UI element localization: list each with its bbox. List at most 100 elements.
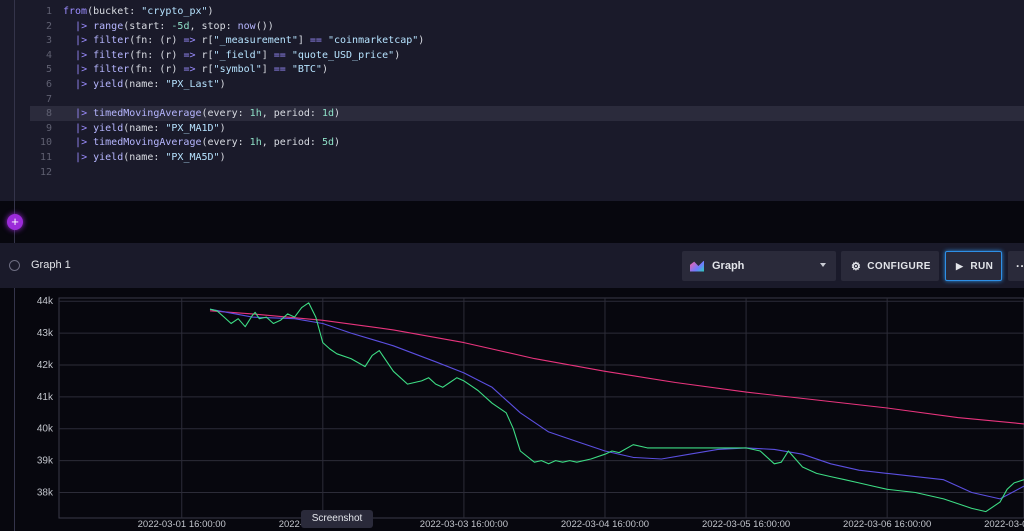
code-token: "_measurement": [213, 35, 298, 47]
code-line-3[interactable]: 3 |> filter(fn: (r) => r["_measurement"]…: [30, 33, 1024, 48]
code-token: timedMovingAverage: [93, 108, 202, 120]
code-line-6[interactable]: 6 |> yield(name: "PX_Last"): [30, 77, 1024, 92]
play-icon: ▶: [956, 260, 964, 271]
run-button[interactable]: ▶ RUN: [945, 251, 1002, 281]
y-tick-label: 38k: [37, 487, 54, 498]
code-token: [63, 152, 75, 163]
code-token: (fn: (r): [129, 64, 184, 76]
y-tick-label: 39k: [37, 456, 54, 467]
series-line-px-ma1d: [209, 308, 1024, 500]
code-token: from: [63, 6, 88, 17]
code-token: (fn: (r): [129, 49, 184, 61]
code-token: ): [207, 6, 214, 17]
code-token: 1d: [321, 108, 334, 120]
code-token: ): [219, 79, 226, 90]
code-token: ): [219, 152, 226, 163]
code-token: (fn: (r): [129, 35, 184, 47]
line-number: 4: [45, 49, 52, 61]
code-line-5[interactable]: 5 |> filter(fn: (r) => r["symbol"] == "B…: [30, 62, 1024, 77]
code-token: (every:: [201, 108, 250, 120]
code-line-4[interactable]: 4 |> filter(fn: (r) => r["_field"] == "q…: [30, 48, 1024, 63]
line-number: 6: [45, 79, 52, 90]
chevron-down-icon: [820, 263, 826, 267]
line-number: 10: [39, 137, 52, 149]
code-token: "coinmarketcap": [327, 35, 419, 47]
code-token: , stop:: [189, 20, 238, 32]
code-token: (name:: [123, 152, 166, 163]
code-token: ==: [309, 35, 322, 47]
line-number: 2: [45, 20, 52, 32]
gear-icon: ⚙: [851, 260, 862, 273]
code-token: , period:: [261, 108, 322, 120]
code-token: -5d: [171, 20, 190, 32]
code-token: ]: [297, 35, 310, 47]
code-token: [63, 35, 75, 46]
code-token: ==: [273, 49, 286, 61]
cell-status-icon: [9, 260, 20, 271]
pipeline-connector: [14, 288, 15, 531]
y-tick-label: 40k: [37, 424, 54, 435]
code-token: |>: [75, 35, 88, 47]
code-token: |>: [75, 64, 88, 76]
line-chart[interactable]: 44k 43k 42k 41k 40k 39k 38k 2022-03-01 16:00:00…: [0, 288, 1024, 531]
add-cell-button[interactable]: +: [7, 214, 23, 230]
flux-query-editor[interactable]: 1 from(bucket: "crypto_px") 2 |> range(sta…: [0, 0, 1024, 201]
code-token: r[: [195, 35, 214, 47]
code-line-11[interactable]: 11 |> yield(name: "PX_MA5D"): [30, 150, 1024, 165]
cell-title[interactable]: Graph 1: [31, 259, 71, 271]
pipeline-connector: [14, 0, 15, 201]
code-token: |>: [75, 49, 88, 61]
code-token: 1h: [249, 108, 262, 120]
graph-plot-area[interactable]: 44k 43k 42k 41k 40k 39k 38k 2022-03-01 16:00:00…: [0, 288, 1024, 531]
code-line-8[interactable]: 8 |> timedMovingAverage(every: 1h, perio…: [30, 106, 1024, 122]
code-token: |>: [75, 152, 88, 163]
code-line-1[interactable]: 1 from(bucket: "crypto_px"): [30, 4, 1024, 19]
code-token: ): [418, 35, 425, 47]
code-line-2[interactable]: 2 |> range(start: -5d, stop: now()): [30, 19, 1024, 34]
more-icon: ··: [1016, 259, 1024, 273]
series-line-px-last: [209, 302, 1024, 513]
code-token: now: [237, 20, 256, 32]
visualization-type-dropdown[interactable]: Graph: [682, 251, 836, 281]
line-number: 1: [45, 6, 52, 17]
code-token: "PX_MA5D": [165, 152, 220, 163]
code-token: "BTC": [291, 64, 322, 76]
more-options-button[interactable]: ··: [1008, 251, 1024, 281]
y-tick-label: 43k: [37, 328, 54, 339]
code-token: |>: [75, 108, 88, 120]
code-token: filter: [93, 49, 130, 61]
code-token: (start:: [123, 20, 172, 32]
y-tick-label: 41k: [37, 392, 54, 403]
code-line-9[interactable]: 9 |> yield(name: "PX_MA1D"): [30, 121, 1024, 136]
code-token: ): [321, 64, 328, 76]
code-token: filter: [93, 35, 130, 47]
code-token: =>: [183, 35, 196, 47]
code-token: ): [219, 122, 226, 134]
code-line-12[interactable]: 12: [30, 165, 1024, 180]
line-number: 8: [45, 108, 52, 120]
code-token: "crypto_px": [141, 6, 208, 17]
code-line-7[interactable]: 7: [30, 92, 1024, 107]
graph-icon: [690, 260, 704, 272]
code-token: r[: [195, 49, 214, 61]
code-token: (bucket:: [87, 6, 142, 17]
y-tick-label: 42k: [37, 360, 54, 371]
code-token: "symbol": [213, 64, 262, 76]
code-token: ]: [261, 49, 274, 61]
code-token: "_field": [213, 49, 262, 61]
code-token: (every:: [201, 137, 250, 149]
code-token: yield: [93, 122, 124, 134]
code-token: , period:: [261, 137, 322, 149]
code-token: |>: [75, 20, 88, 32]
code-token: yield: [93, 79, 124, 90]
visualization-type-label: Graph: [712, 260, 745, 272]
code-token: =>: [183, 64, 196, 76]
code-token: filter: [93, 64, 130, 76]
configure-button[interactable]: ⚙ CONFIGURE: [841, 251, 939, 281]
code-token: ()): [255, 20, 274, 32]
code-token: [63, 123, 75, 134]
code-token: |>: [75, 79, 88, 90]
run-label: RUN: [970, 260, 994, 272]
code-token: |>: [75, 137, 88, 149]
code-line-10[interactable]: 10 |> timedMovingAverage(every: 1h, peri…: [30, 135, 1024, 150]
